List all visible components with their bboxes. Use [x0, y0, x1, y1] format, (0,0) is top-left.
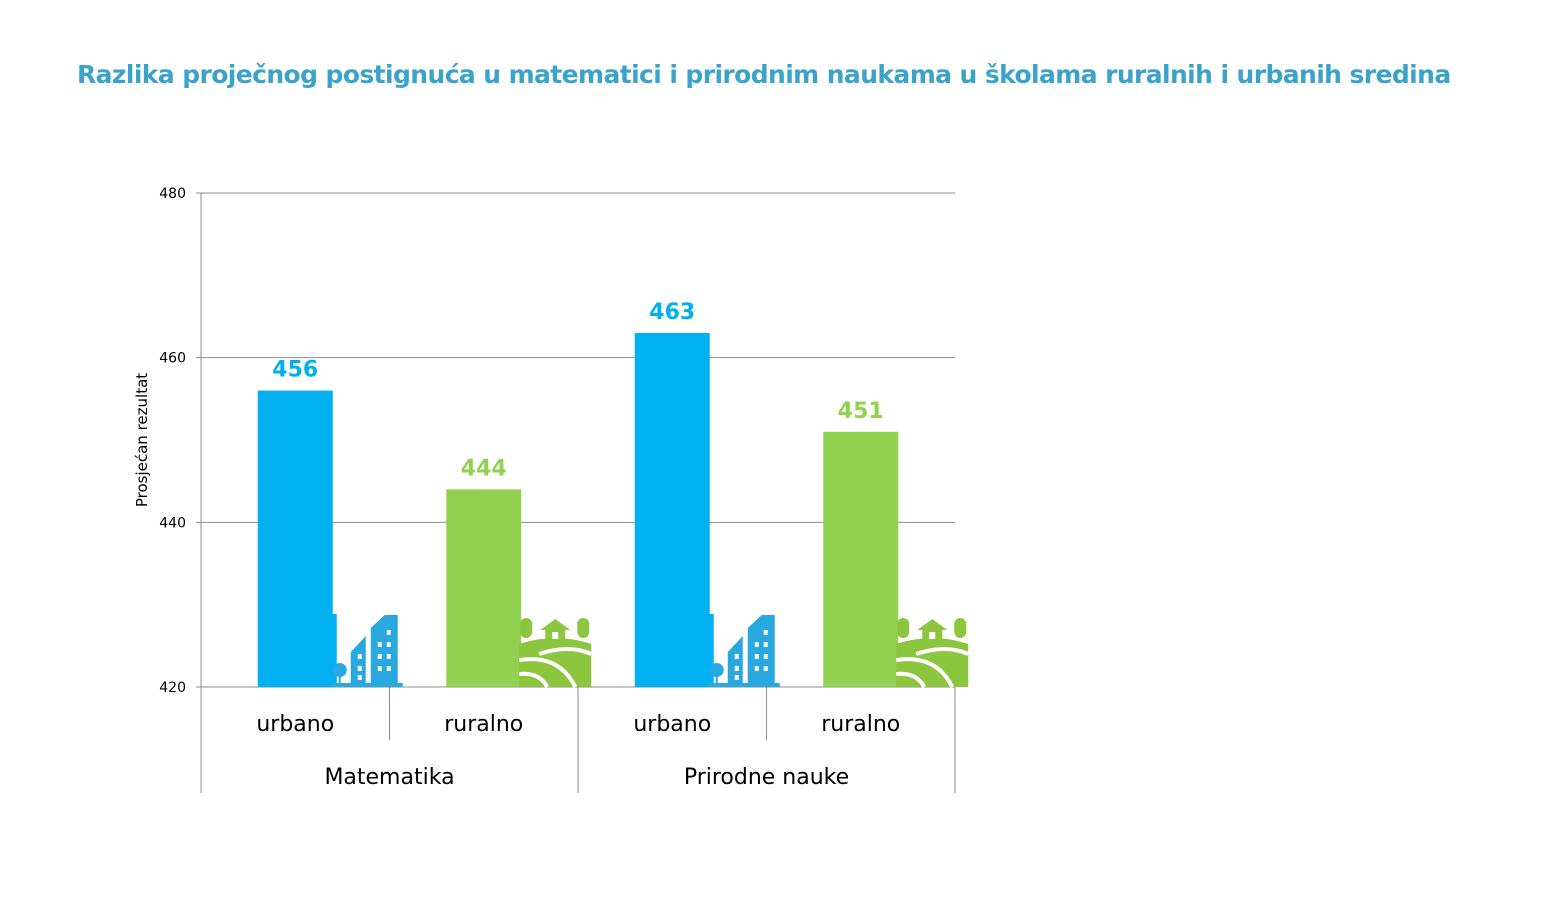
hill-line	[896, 671, 927, 689]
window	[754, 654, 759, 659]
category-label: ruralno	[444, 712, 523, 737]
window	[734, 654, 739, 659]
house-door	[929, 632, 936, 639]
tree-trunk	[715, 672, 718, 684]
window	[377, 666, 382, 671]
y-tick-label: 460	[159, 351, 186, 367]
window	[763, 666, 768, 671]
house-door	[552, 632, 559, 639]
window	[754, 642, 759, 647]
tree-trunk	[338, 672, 341, 684]
data-label: 456	[272, 358, 318, 383]
group-label: Matematika	[324, 765, 454, 790]
window	[377, 654, 382, 659]
window	[754, 666, 759, 671]
ground	[707, 683, 780, 687]
tree	[577, 618, 590, 638]
data-label: 444	[461, 456, 507, 481]
tree	[897, 618, 910, 638]
tree	[332, 663, 347, 677]
window	[377, 642, 382, 647]
category-label: urbano	[256, 712, 334, 737]
bar-edge	[330, 614, 337, 687]
window	[763, 654, 768, 659]
window	[734, 666, 739, 671]
data-label: 451	[838, 399, 884, 424]
tree	[954, 618, 967, 638]
chart-title: Razlika proječnog postignuća u matematic…	[77, 60, 1451, 89]
window	[386, 666, 391, 671]
rural-house-icon	[895, 618, 970, 689]
rural-house-icon	[518, 618, 593, 689]
window	[357, 654, 362, 659]
hill-line	[895, 657, 955, 688]
tree	[520, 618, 533, 638]
window	[734, 675, 739, 680]
bar	[634, 332, 710, 687]
window	[386, 654, 391, 659]
window	[357, 675, 362, 680]
hill-line	[518, 657, 578, 688]
building-small	[350, 636, 366, 683]
city-icon	[707, 614, 780, 687]
bar	[823, 431, 899, 687]
building-tall	[370, 615, 398, 683]
y-tick-label: 420	[159, 680, 186, 696]
y-tick-label: 480	[159, 186, 186, 202]
building-tall	[747, 615, 775, 683]
category-label: urbano	[633, 712, 711, 737]
bar-edge	[707, 614, 714, 687]
hill-line	[519, 671, 550, 689]
city-icon	[330, 614, 403, 687]
building-small	[727, 636, 743, 683]
ground	[330, 683, 403, 687]
category-label: ruralno	[821, 712, 900, 737]
window	[386, 630, 391, 635]
window	[763, 642, 768, 647]
bar	[446, 489, 522, 687]
house-roof	[917, 619, 948, 630]
tree	[709, 663, 724, 677]
window	[386, 642, 391, 647]
bar	[257, 390, 333, 687]
hill-line	[915, 647, 970, 656]
y-axis-title: Prosjećan rezultat	[133, 373, 151, 507]
window	[357, 666, 362, 671]
y-tick-label: 440	[159, 515, 186, 531]
window	[763, 630, 768, 635]
group-label: Prirodne nauke	[684, 765, 849, 790]
hill-line	[538, 647, 593, 656]
house-roof	[540, 619, 571, 630]
data-label: 463	[649, 300, 695, 325]
